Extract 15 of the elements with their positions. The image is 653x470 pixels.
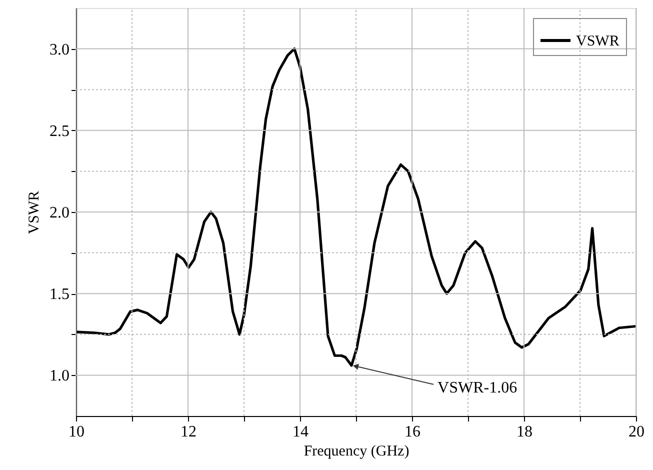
y-tick-label: 1.0 (50, 368, 70, 385)
annotation: VSWR-1.06 (438, 379, 518, 396)
x-tick-label: 14 (292, 424, 308, 440)
y-tick-label: 2.0 (50, 204, 70, 222)
x-tick-label: 20 (628, 424, 644, 440)
x-tick-label: 10 (68, 424, 84, 440)
x-axis-title: Frequency (GHz) (304, 444, 410, 460)
y-axis-title: VSWR (26, 190, 42, 234)
x-tick-label: 16 (404, 424, 420, 440)
y-tick-label: 1.5 (50, 286, 70, 304)
y-tick-label: 3.0 (50, 41, 70, 58)
y-tick-label: 2.5 (50, 122, 70, 140)
x-tick-label: 18 (516, 424, 532, 440)
x-tick-label: 12 (180, 424, 196, 440)
legend-label: VSWR (576, 34, 620, 50)
